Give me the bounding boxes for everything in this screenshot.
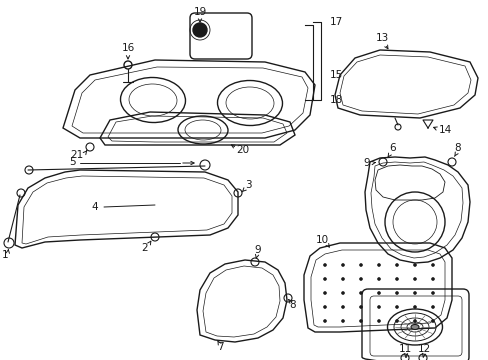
Circle shape	[341, 320, 344, 323]
Text: 15: 15	[329, 70, 343, 80]
Circle shape	[323, 264, 326, 266]
Text: 4: 4	[92, 202, 98, 212]
Circle shape	[359, 264, 362, 266]
Text: 7: 7	[216, 342, 223, 352]
Circle shape	[377, 278, 380, 280]
Circle shape	[395, 306, 398, 309]
Circle shape	[359, 292, 362, 294]
Circle shape	[359, 278, 362, 280]
Text: 8: 8	[289, 300, 296, 310]
Text: 3: 3	[244, 180, 251, 190]
Circle shape	[323, 320, 326, 323]
Text: 5: 5	[68, 157, 75, 167]
Circle shape	[377, 320, 380, 323]
Circle shape	[341, 278, 344, 280]
Text: 2: 2	[142, 243, 148, 253]
Circle shape	[395, 278, 398, 280]
Text: 19: 19	[193, 7, 206, 17]
Circle shape	[413, 264, 416, 266]
Text: 9: 9	[363, 158, 369, 168]
Circle shape	[341, 264, 344, 266]
Circle shape	[395, 292, 398, 294]
Circle shape	[430, 306, 434, 309]
Text: 12: 12	[417, 344, 430, 354]
Text: 20: 20	[236, 145, 249, 155]
Text: 8: 8	[454, 143, 460, 153]
Text: 17: 17	[329, 17, 343, 27]
Circle shape	[430, 320, 434, 323]
Text: 16: 16	[121, 43, 134, 53]
Text: 10: 10	[315, 235, 328, 245]
Text: 11: 11	[398, 344, 411, 354]
Circle shape	[413, 278, 416, 280]
Circle shape	[413, 320, 416, 323]
Circle shape	[377, 264, 380, 266]
Circle shape	[413, 306, 416, 309]
Circle shape	[359, 320, 362, 323]
Circle shape	[323, 278, 326, 280]
Circle shape	[341, 292, 344, 294]
Text: 9: 9	[254, 245, 261, 255]
Circle shape	[377, 306, 380, 309]
Text: 21: 21	[70, 150, 83, 160]
Text: 6: 6	[389, 143, 395, 153]
Text: 14: 14	[437, 125, 451, 135]
Circle shape	[430, 278, 434, 280]
Circle shape	[341, 306, 344, 309]
Circle shape	[430, 292, 434, 294]
Circle shape	[430, 264, 434, 266]
Ellipse shape	[410, 324, 418, 329]
Circle shape	[323, 292, 326, 294]
Circle shape	[395, 264, 398, 266]
Text: 18: 18	[329, 95, 343, 105]
Circle shape	[395, 320, 398, 323]
Circle shape	[413, 292, 416, 294]
Circle shape	[359, 306, 362, 309]
Circle shape	[193, 23, 206, 37]
Text: 13: 13	[375, 33, 388, 43]
Circle shape	[323, 306, 326, 309]
Text: 1: 1	[1, 250, 8, 260]
Circle shape	[377, 292, 380, 294]
